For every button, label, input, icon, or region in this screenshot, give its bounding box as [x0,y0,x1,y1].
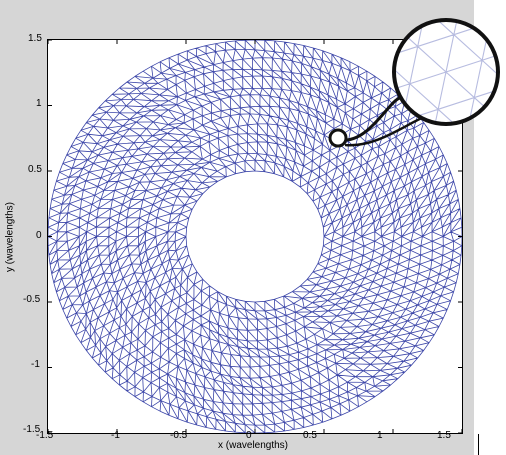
y-axis-label: y (wavelengths) [4,201,16,273]
mesh-edges [48,40,462,433]
window-edge-divider [478,434,479,455]
y-tick-label: 1 [36,98,42,109]
magnifier-target-circle [328,128,348,148]
y-tick-label: -1 [31,359,40,370]
callout-line [344,96,401,142]
x-tick-label: -1 [111,430,120,441]
y-tick-label: -0.5 [23,294,41,305]
axis-ticks [47,39,463,434]
tick-mark-set [47,39,463,434]
x-tick-label: 0 [246,430,252,441]
x-tick-label: 1 [377,430,383,441]
magnifier-lens-rim [392,18,500,126]
y-tick-label: -1.5 [23,424,41,435]
callout-line-lower [344,116,423,147]
y-tick-label: 0.5 [28,164,42,175]
x-tick-label: -1.5 [36,430,54,441]
triangular-mesh [48,40,462,433]
magnifier-callout [328,18,500,148]
y-tick-label: 1.5 [28,33,42,44]
y-tick-label: 0 [36,230,42,241]
magnified-mesh [394,20,498,124]
x-tick-label: -0.5 [170,430,188,441]
x-tick-label: 1.5 [437,430,451,441]
x-axis-label: x (wavelengths) [217,440,289,451]
magnified-mesh-edges [394,20,498,124]
x-tick-label: 0.5 [303,430,317,441]
